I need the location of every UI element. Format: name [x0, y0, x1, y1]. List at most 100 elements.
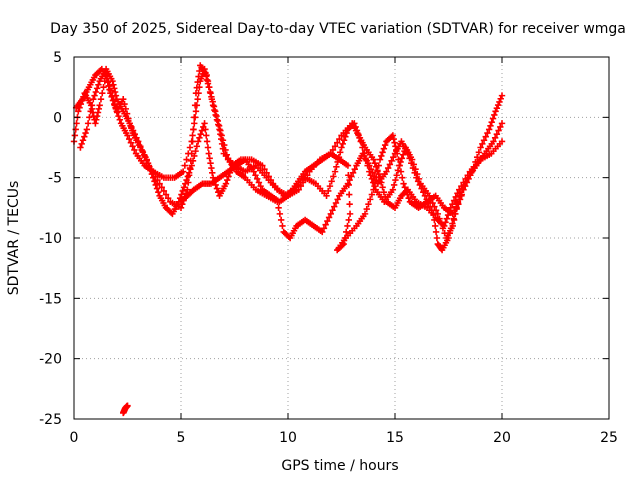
data-point [470, 163, 477, 171]
data-point [149, 174, 157, 181]
data-point [204, 80, 212, 87]
data-point [433, 234, 441, 242]
data-point [418, 185, 425, 192]
data-point [343, 228, 350, 236]
data-point [190, 126, 197, 133]
data-point [411, 169, 418, 177]
data-point [384, 164, 392, 172]
data-point [351, 120, 358, 127]
data-point [345, 181, 352, 189]
data-point [380, 145, 388, 152]
data-point [205, 83, 213, 91]
data-point [484, 129, 491, 137]
data-point [221, 141, 228, 149]
data-point [345, 172, 352, 179]
data-point [490, 138, 497, 145]
data-point [208, 93, 215, 101]
data-point [197, 131, 204, 138]
data-point [432, 222, 439, 230]
data-point [398, 155, 406, 162]
data-point [413, 174, 420, 181]
data-point [191, 120, 198, 127]
data-point [395, 156, 402, 163]
y-tick-label: 0 [53, 110, 62, 126]
data-point [399, 174, 406, 181]
data-point [379, 149, 386, 156]
data-point [449, 210, 456, 218]
data-point [390, 153, 397, 161]
data-point [401, 184, 409, 191]
data-point [390, 181, 398, 189]
data-point [367, 166, 375, 173]
data-point [404, 191, 411, 198]
data-point [162, 191, 170, 198]
data-point [257, 182, 264, 190]
data-point [497, 95, 504, 102]
data-point [84, 120, 92, 127]
data-point [107, 87, 115, 94]
y-axis-ticks: 5 0 -5 -10 -15 -20 -25 [39, 50, 609, 428]
data-point [223, 151, 230, 158]
data-point [184, 186, 191, 193]
data-point [406, 155, 413, 162]
data-point [72, 126, 79, 133]
data-point [374, 168, 381, 175]
data-point [191, 152, 198, 160]
data-point [456, 196, 463, 203]
data-point [397, 168, 405, 175]
data-point [467, 172, 474, 179]
data-point [332, 199, 340, 207]
data-point [71, 132, 79, 139]
data-point [124, 132, 131, 139]
data-point [479, 140, 486, 148]
data-point [346, 191, 353, 198]
y-axis-label: SDTVAR / TECUs [6, 181, 22, 296]
data-point [79, 137, 87, 144]
data-point [380, 188, 388, 196]
data-point [330, 173, 337, 180]
data-point [322, 221, 329, 228]
data-point [277, 216, 285, 224]
data-point [209, 98, 216, 105]
data-point [349, 169, 357, 177]
data-point [203, 76, 211, 84]
data-point [153, 185, 161, 192]
data-point [188, 138, 195, 145]
data-point [222, 146, 229, 154]
data-point [331, 203, 338, 210]
data-point [325, 214, 333, 221]
data-point [94, 109, 102, 116]
data-point [338, 144, 345, 151]
data-point [222, 180, 230, 187]
data-point [447, 225, 455, 232]
data-point [337, 149, 344, 156]
data-point [404, 150, 412, 157]
data-point [194, 138, 202, 145]
data-point [129, 143, 136, 150]
data-point [389, 186, 397, 193]
data-point [90, 96, 97, 103]
data-point [463, 179, 471, 186]
data-point [432, 228, 440, 236]
data-point [460, 186, 467, 193]
data-point [353, 127, 361, 134]
data-point [354, 131, 362, 138]
data-point [87, 108, 94, 115]
data-point [340, 137, 348, 144]
data-point [203, 73, 210, 80]
data-point [393, 146, 400, 154]
data-point [93, 116, 100, 123]
data-point [327, 210, 334, 218]
data-point [184, 173, 192, 180]
data-point [164, 194, 172, 202]
data-point [376, 156, 384, 163]
data-point [371, 180, 379, 187]
data-point [493, 131, 501, 138]
grid-lines [74, 57, 609, 419]
data-point [400, 180, 407, 187]
data-point [477, 144, 484, 151]
data-point [114, 109, 121, 116]
data-point [343, 129, 350, 137]
data-point [195, 90, 202, 97]
data-point [92, 88, 100, 96]
